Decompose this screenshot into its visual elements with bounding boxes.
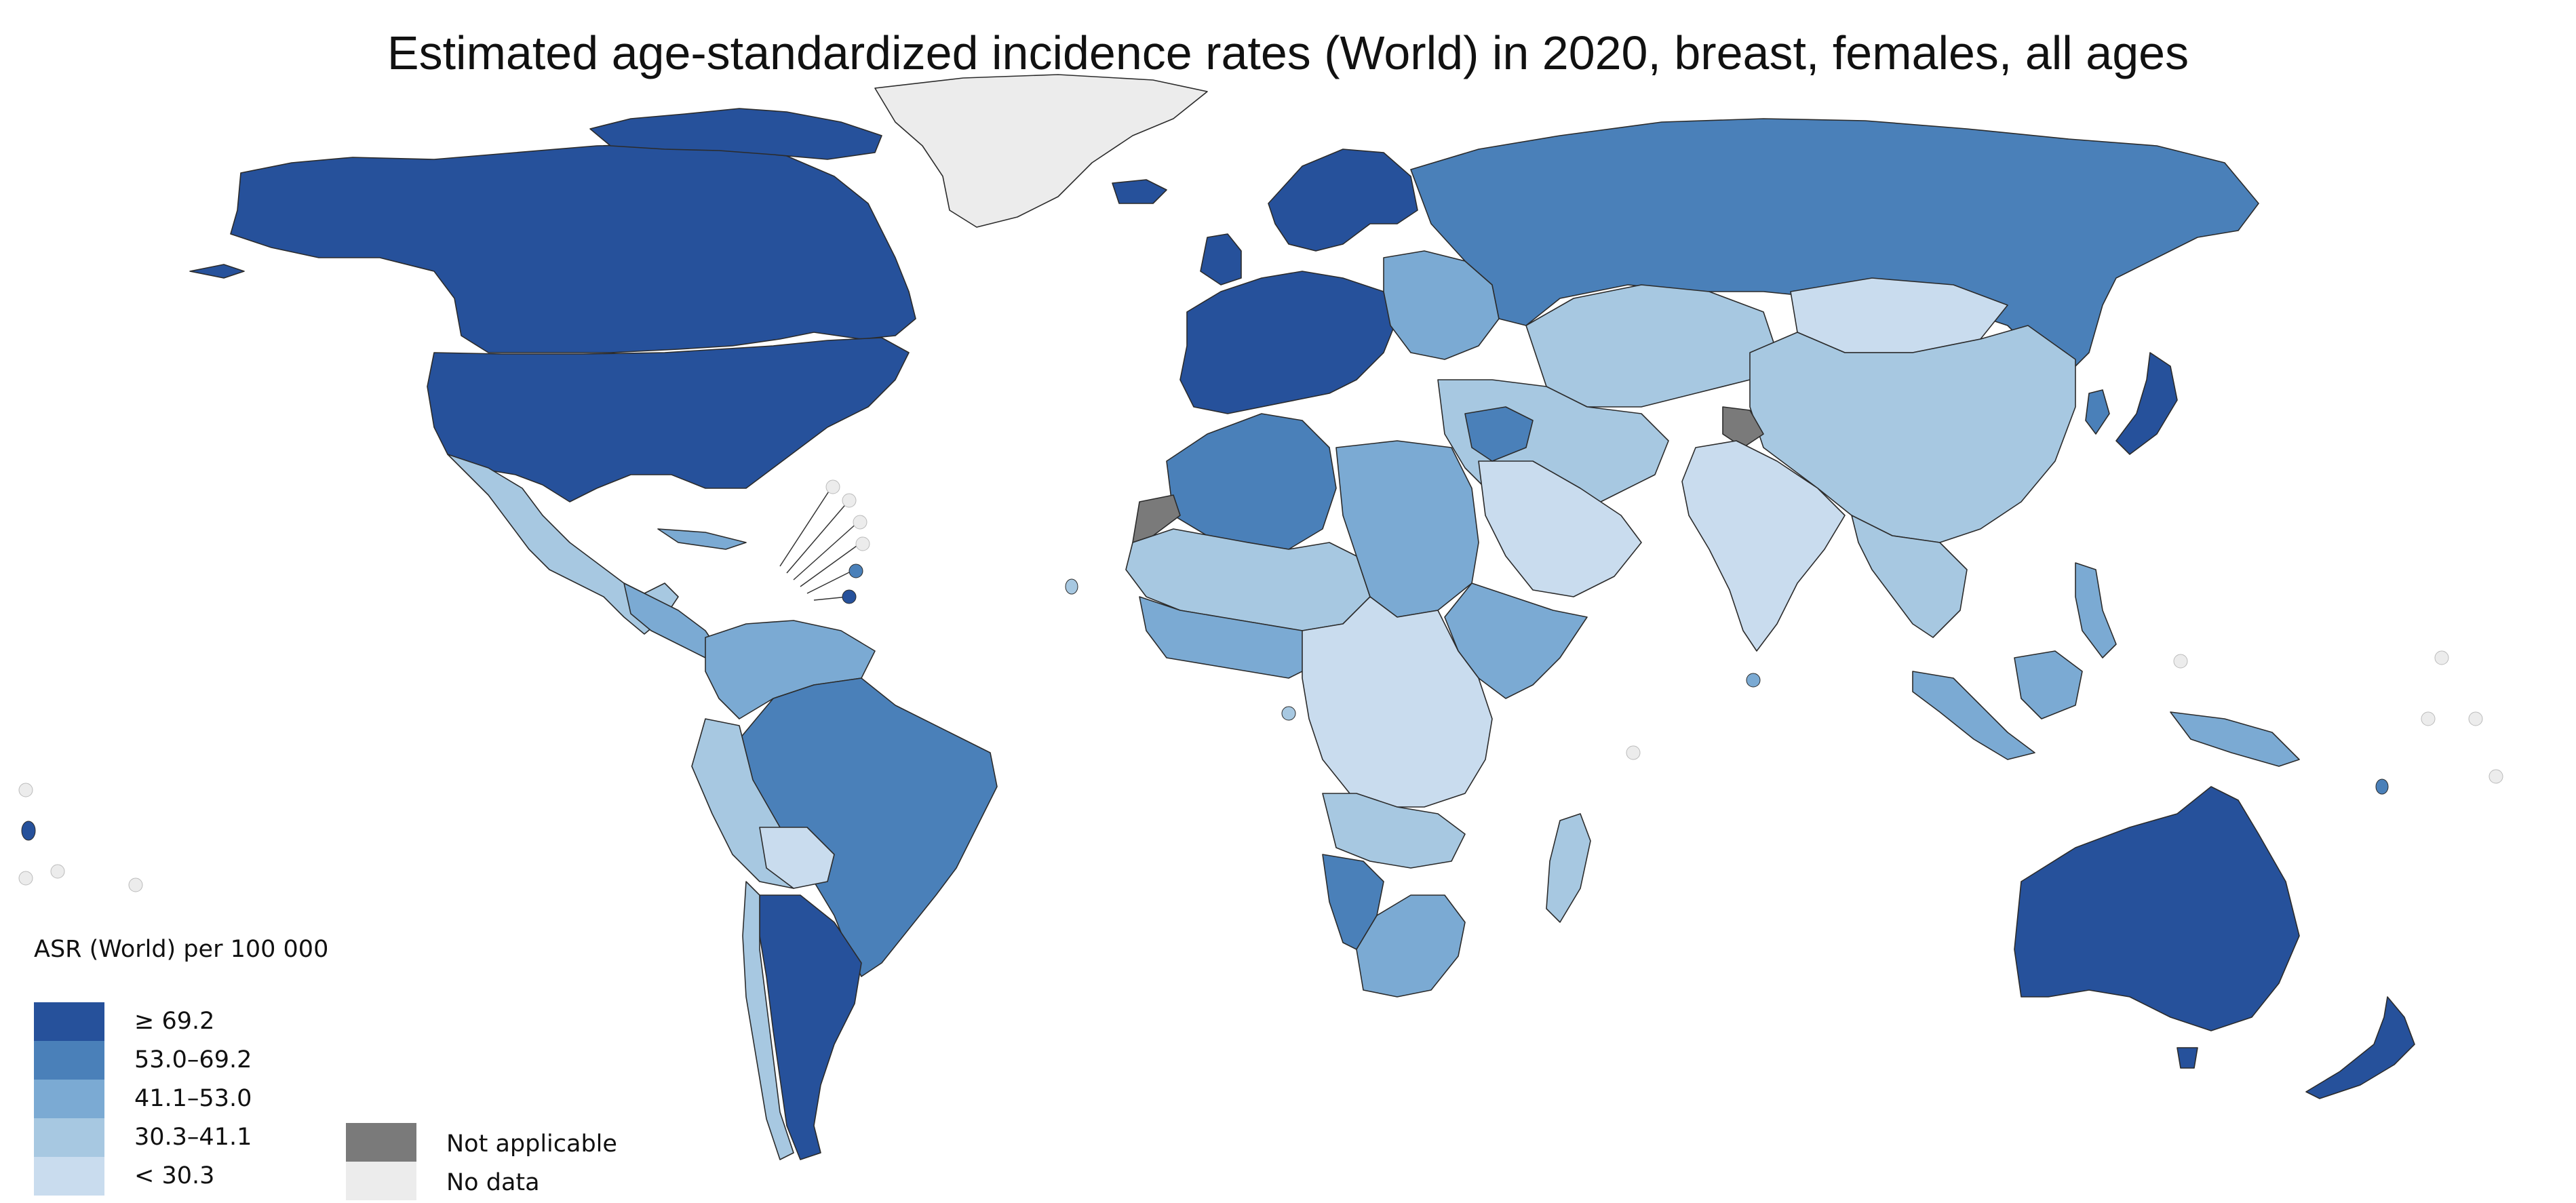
region-horn-of-africa[interactable] [1444, 583, 1588, 699]
region-indonesia[interactable] [1912, 671, 2035, 760]
region-new-guinea[interactable] [2170, 711, 2300, 767]
legend-swatch-mid [34, 1080, 104, 1118]
region-eastern-europe[interactable] [1383, 250, 1500, 360]
region-australia[interactable] [2014, 786, 2300, 1031]
small-island-markers[interactable] [18, 578, 2503, 892]
legend-label-very-high: ≥ 69.2 [134, 1008, 215, 1035]
region-greenland[interactable] [874, 74, 1208, 228]
map-title: Estimated age-standardized incidence rat… [387, 26, 2189, 79]
region-angola-zambia[interactable] [1322, 793, 1466, 869]
region-madagascar[interactable] [1546, 813, 1591, 923]
region-egypt-sudan[interactable] [1335, 440, 1479, 618]
legend-swatch-low [34, 1118, 104, 1157]
region-korea[interactable] [2085, 389, 2110, 435]
region-new-zealand[interactable] [2305, 996, 2415, 1099]
region-aleutians[interactable] [189, 264, 245, 279]
region-bolivia[interactable] [759, 827, 835, 889]
caribbean-callouts [779, 488, 862, 601]
legend-label-not-applicable: Not applicable [446, 1130, 617, 1158]
region-china[interactable] [1749, 325, 2076, 543]
region-cuba[interactable] [657, 528, 747, 550]
region-western-europe[interactable] [1179, 271, 1398, 414]
legend-swatch-very-high [34, 1002, 104, 1041]
region-borneo[interactable] [2014, 650, 2083, 719]
region-uk-ireland[interactable] [1200, 233, 1242, 285]
region-western-sahara[interactable] [1132, 494, 1181, 543]
legend-label-high: 53.0–69.2 [134, 1046, 252, 1073]
region-southeast-asia[interactable] [1851, 515, 1968, 638]
region-argentina[interactable] [759, 894, 862, 1160]
legend-label-mid: 41.1–53.0 [134, 1085, 252, 1112]
region-canada-alaska[interactable] [230, 143, 916, 353]
region-india[interactable] [1681, 440, 1846, 652]
region-japan[interactable] [2115, 352, 2178, 455]
region-philippines[interactable] [2075, 562, 2117, 658]
legend-label-no-data: No data [446, 1169, 540, 1196]
legend-label-very-low: < 30.3 [134, 1162, 215, 1189]
region-scandinavia[interactable] [1268, 149, 1418, 252]
region-afghanistan[interactable] [1722, 406, 1764, 448]
region-iceland[interactable] [1112, 179, 1167, 204]
region-tasmania[interactable] [2177, 1047, 2198, 1069]
region-arctic-islands[interactable] [589, 108, 882, 160]
region-arabian-peninsula[interactable] [1478, 460, 1642, 597]
legend-swatch-very-low [34, 1157, 104, 1196]
region-levant[interactable] [1464, 406, 1534, 462]
caribbean-markers[interactable] [825, 479, 870, 604]
legend-swatch-high [34, 1041, 104, 1080]
region-chile[interactable] [742, 881, 794, 1160]
legend-swatch-not-applicable [346, 1123, 416, 1162]
region-central-asia[interactable] [1525, 284, 1778, 408]
legend-swatch-no-data [346, 1162, 416, 1200]
region-russia[interactable] [1410, 118, 2259, 380]
region-central-africa[interactable] [1302, 596, 1493, 808]
region-north-africa[interactable] [1166, 413, 1337, 550]
legend-label-low: 30.3–41.1 [134, 1124, 252, 1151]
legend-title: ASR (World) per 100 000 [34, 936, 329, 963]
region-southern-africa[interactable] [1356, 894, 1466, 998]
